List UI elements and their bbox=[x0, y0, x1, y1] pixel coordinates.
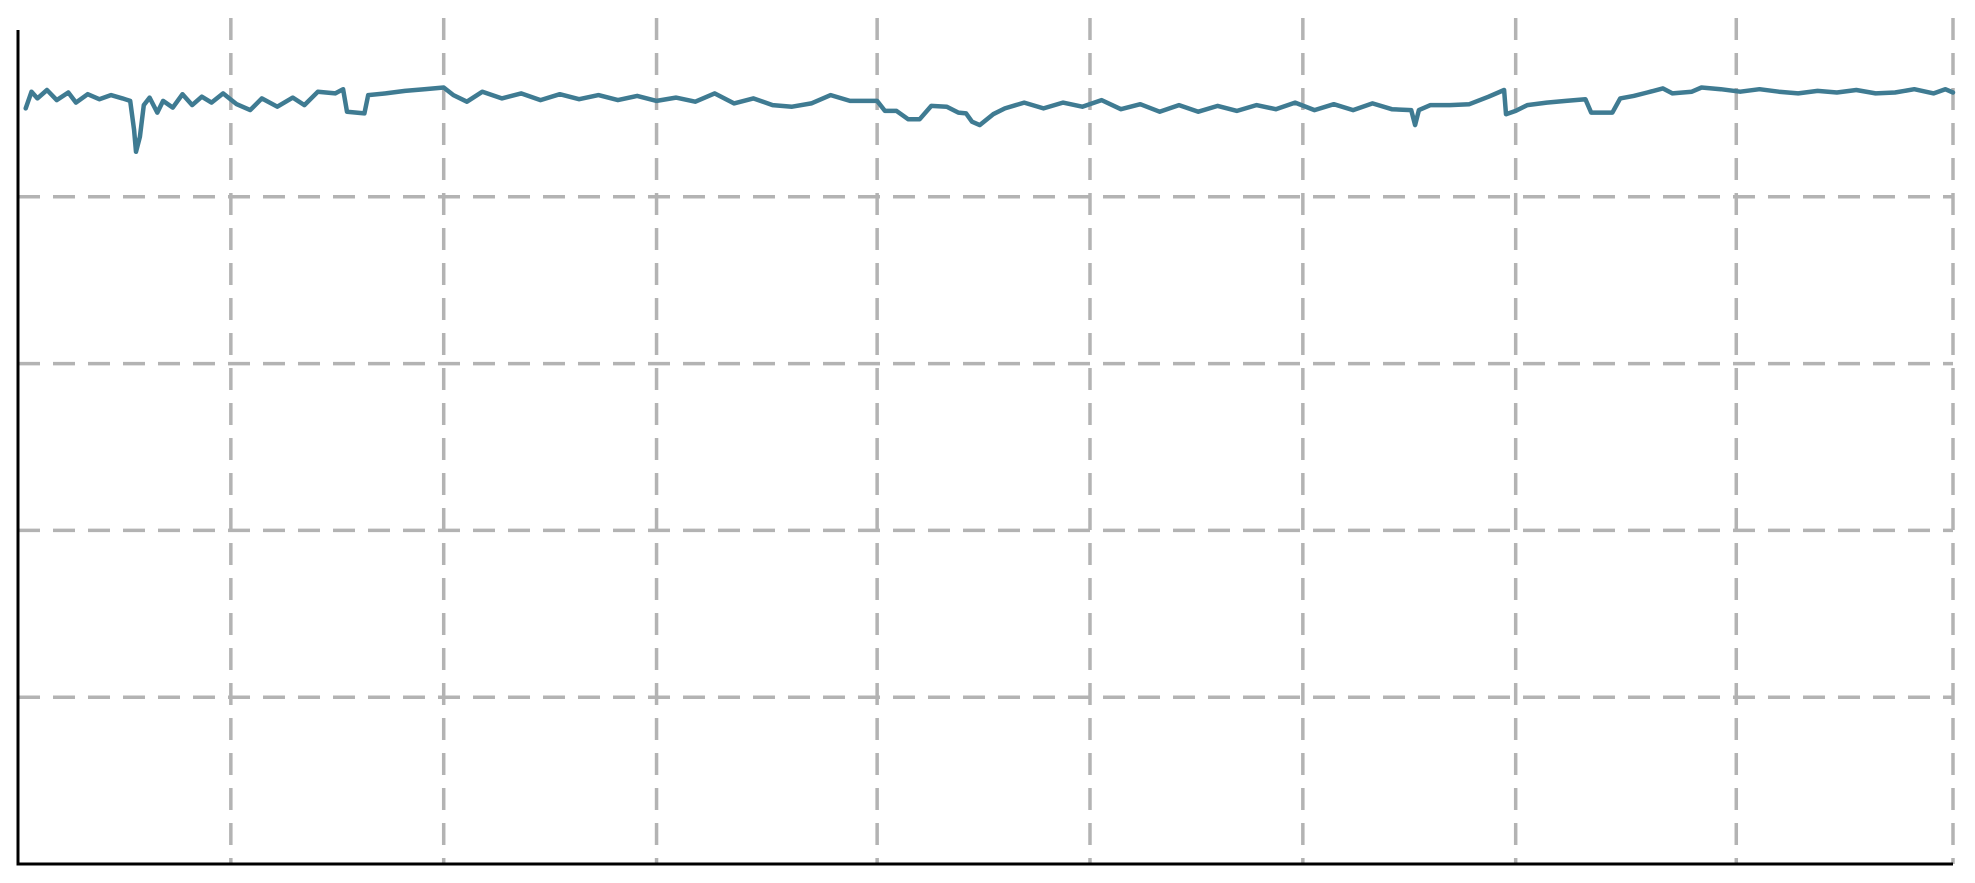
axis-layer bbox=[16, 30, 1953, 866]
grid-layer bbox=[18, 18, 1955, 864]
series-line bbox=[23, 85, 1956, 155]
series-layer bbox=[23, 85, 1956, 155]
